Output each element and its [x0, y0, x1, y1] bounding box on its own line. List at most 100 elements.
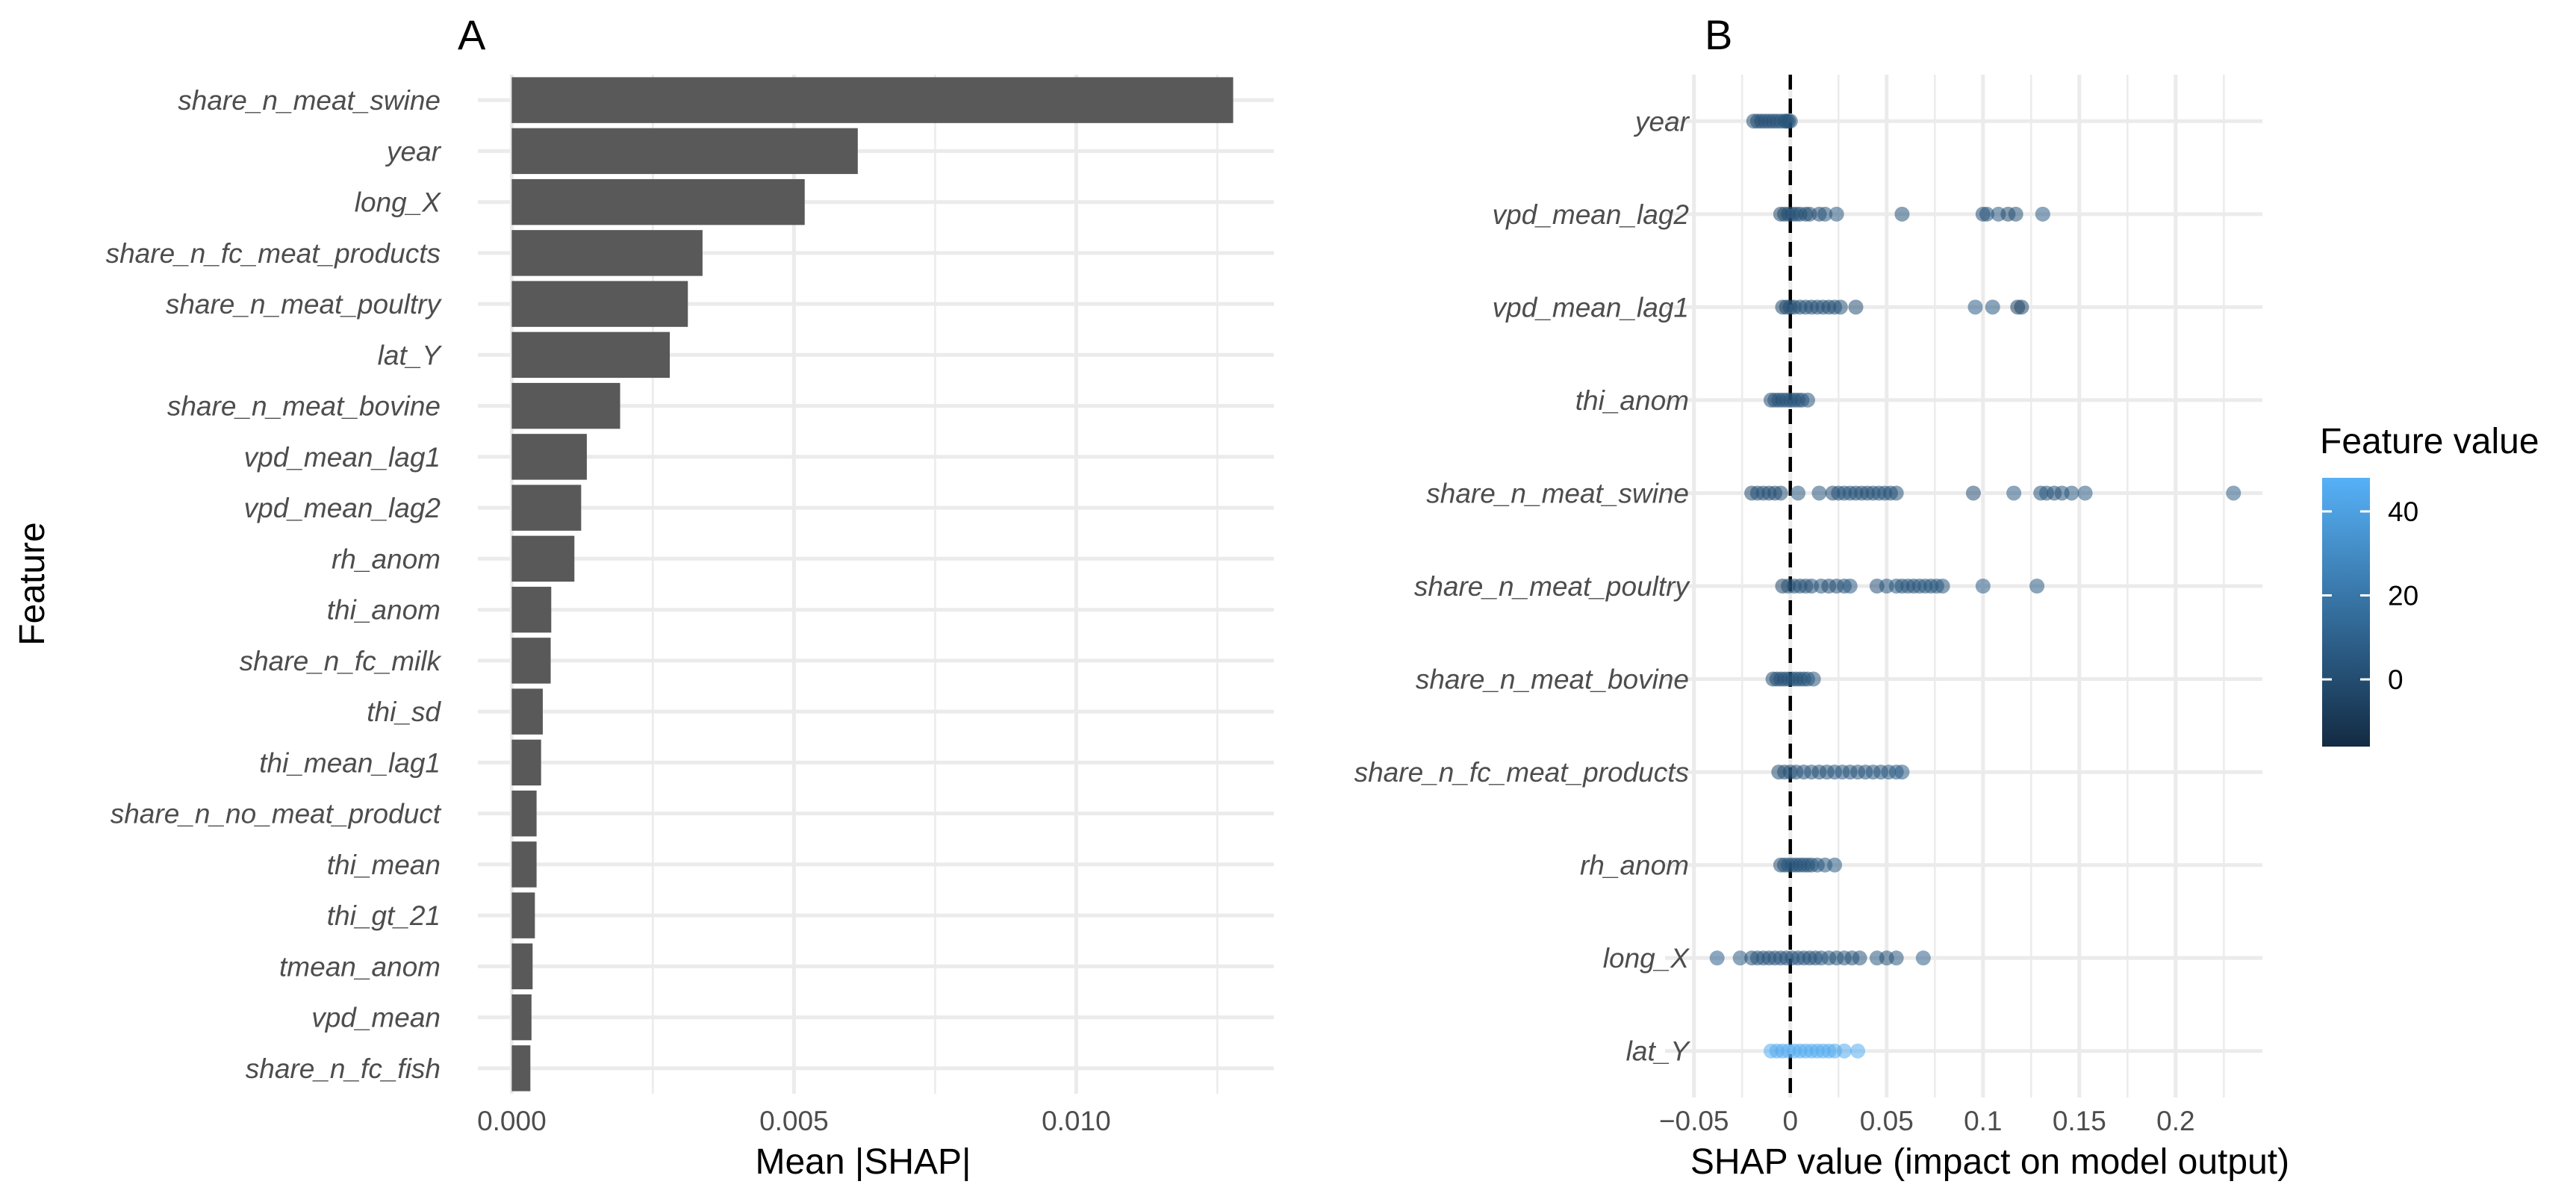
bar-share-n-fc-milk — [511, 638, 551, 684]
point-vpd-mean-lag1 — [1848, 299, 1864, 315]
bar-thi-anom — [511, 586, 552, 633]
panel-b-category-label: thi_anom — [1575, 385, 1689, 416]
point-long-x — [1732, 950, 1748, 966]
panel-a-label: A — [458, 11, 486, 58]
panel-a-x-tick-label: 0.005 — [759, 1106, 829, 1136]
bar-tmean-anom — [511, 943, 533, 990]
panel-a-category-label: thi_anom — [327, 595, 441, 626]
panel-a-category-label: share_n_fc_fish — [246, 1053, 441, 1084]
bar-share-n-meat-bovine — [511, 382, 620, 429]
panel-b-category-label: rh_anom — [1580, 850, 1689, 881]
panel-b: B year vpd_mean_lag2 vpd_mean_lag1 thi_anom… — [1354, 11, 2289, 1182]
point-share-n-meat-bovine — [1805, 671, 1821, 687]
legend-title: Feature value — [2320, 422, 2539, 461]
point-share-n-meat-poultry — [1935, 579, 1950, 594]
point-lat-y — [1850, 1043, 1866, 1059]
bar-thi-gt-21 — [511, 892, 535, 938]
point-rh-anom — [1827, 857, 1843, 873]
panel-a-category-label: thi_mean — [327, 850, 441, 880]
point-thi-anom — [1799, 392, 1815, 408]
legend-tick-label: 40 — [2388, 496, 2418, 527]
panel-b-x-tick-label: −0.05 — [1659, 1106, 1729, 1136]
panel-a-category-label: long_X — [355, 187, 442, 218]
bar-vpd-mean — [511, 994, 532, 1041]
panel-a-category-label: year — [385, 136, 442, 166]
point-share-n-meat-swine — [2077, 485, 2093, 501]
panel-b-category-label: long_X — [1603, 943, 1690, 974]
bar-vpd-mean-lag1 — [511, 434, 587, 480]
bar-rh-anom — [511, 535, 575, 582]
panel-b-category-label: share_n_meat_bovine — [1416, 664, 1689, 695]
point-vpd-mean-lag2 — [1894, 206, 1910, 222]
panel-b-x-tick-label: 0.2 — [2156, 1106, 2194, 1136]
panel-b-category-label: share_n_meat_swine — [1426, 478, 1689, 508]
panel-a-grid — [478, 75, 1274, 1094]
bar-share-n-no-meat-product — [511, 790, 537, 837]
point-share-n-meat-swine — [2006, 485, 2022, 501]
bar-share-n-fc-meat-products — [511, 230, 703, 276]
panel-b-category-label: vpd_mean_lag1 — [1493, 292, 1689, 323]
point-share-n-fc-meat-products — [1894, 765, 1910, 780]
panel-b-category-label: vpd_mean_lag2 — [1493, 199, 1690, 230]
point-share-n-meat-poultry — [2029, 579, 2045, 594]
point-vpd-mean-lag2 — [2035, 206, 2050, 222]
point-share-n-meat-swine — [1791, 485, 1806, 501]
panel-b-x-tick-label: 0.1 — [1964, 1106, 2002, 1136]
legend-tick-label: 20 — [2388, 581, 2418, 611]
panel-a-category-label: share_n_fc_meat_products — [106, 238, 441, 269]
panel-a-x-tick-label: 0.000 — [477, 1106, 547, 1136]
point-share-n-meat-swine — [1888, 485, 1904, 501]
point-share-n-meat-poultry — [1842, 579, 1858, 594]
legend-ticks: 40 20 0 — [2322, 496, 2418, 695]
panel-b-category-label: share_n_meat_poultry — [1414, 571, 1691, 602]
panel-a-x-axis-title: Mean |SHAP| — [755, 1142, 971, 1182]
panel-a-category-label: thi_sd — [367, 697, 441, 727]
point-vpd-mean-lag2 — [1829, 206, 1844, 222]
point-long-x — [1888, 950, 1904, 966]
panel-a-category-label: thi_gt_21 — [327, 900, 441, 931]
point-year — [1782, 113, 1798, 129]
panel-b-label: B — [1705, 11, 1732, 58]
panel-b-x-tick-label: 0 — [1782, 1106, 1798, 1136]
panel-a-category-label: vpd_mean_lag2 — [244, 493, 441, 523]
panel-b-category-labels: year vpd_mean_lag2 vpd_mean_lag1 thi_anomsh… — [1354, 106, 1691, 1066]
bar-thi-mean-lag1 — [511, 739, 541, 786]
panel-a-category-label: vpd_mean — [311, 1003, 441, 1033]
panel-b-x-tick-label: 0.15 — [2053, 1106, 2106, 1136]
point-vpd-mean-lag1 — [1832, 299, 1848, 315]
point-vpd-mean-lag1 — [2014, 299, 2029, 315]
panel-a-y-axis-title: Feature — [13, 522, 52, 645]
panel-a-category-label: lat_Y — [378, 340, 443, 370]
panel-a-bars — [511, 77, 1233, 1092]
point-vpd-mean-lag1 — [1985, 299, 2000, 315]
panel-a-category-label: share_n_no_meat_product — [111, 799, 442, 829]
point-share-n-meat-poultry — [1975, 579, 1991, 594]
panel-a-category-label: share_n_meat_poultry — [166, 289, 443, 320]
panel-b-category-label: year — [1633, 106, 1690, 137]
bar-share-n-meat-poultry — [511, 281, 688, 327]
panel-a-x-tick-labels: 0.000 0.005 0.010 — [477, 1106, 1111, 1136]
bar-share-n-meat-swine — [511, 77, 1233, 123]
point-long-x — [1852, 950, 1867, 966]
bar-vpd-mean-lag2 — [511, 485, 582, 531]
colorbar — [2322, 478, 2370, 747]
bar-lat-y — [511, 331, 671, 379]
bar-year — [511, 128, 858, 175]
panel-a-category-label: tmean_anom — [279, 951, 441, 982]
point-lat-y — [1837, 1043, 1852, 1059]
point-share-n-meat-swine — [1811, 485, 1827, 501]
panel-a-category-label: thi_mean_lag1 — [259, 747, 441, 778]
point-share-n-meat-swine — [1965, 485, 1981, 501]
point-share-n-meat-swine — [1773, 485, 1788, 501]
point-vpd-mean-lag1 — [1967, 299, 1983, 315]
panel-b-grid — [1665, 75, 2262, 1097]
bar-share-n-fc-fish — [511, 1045, 531, 1092]
panel-a-category-label: share_n_meat_swine — [178, 85, 441, 116]
bar-thi-mean — [511, 841, 537, 888]
point-long-x — [1709, 950, 1725, 966]
point-vpd-mean-lag2 — [1817, 206, 1833, 222]
